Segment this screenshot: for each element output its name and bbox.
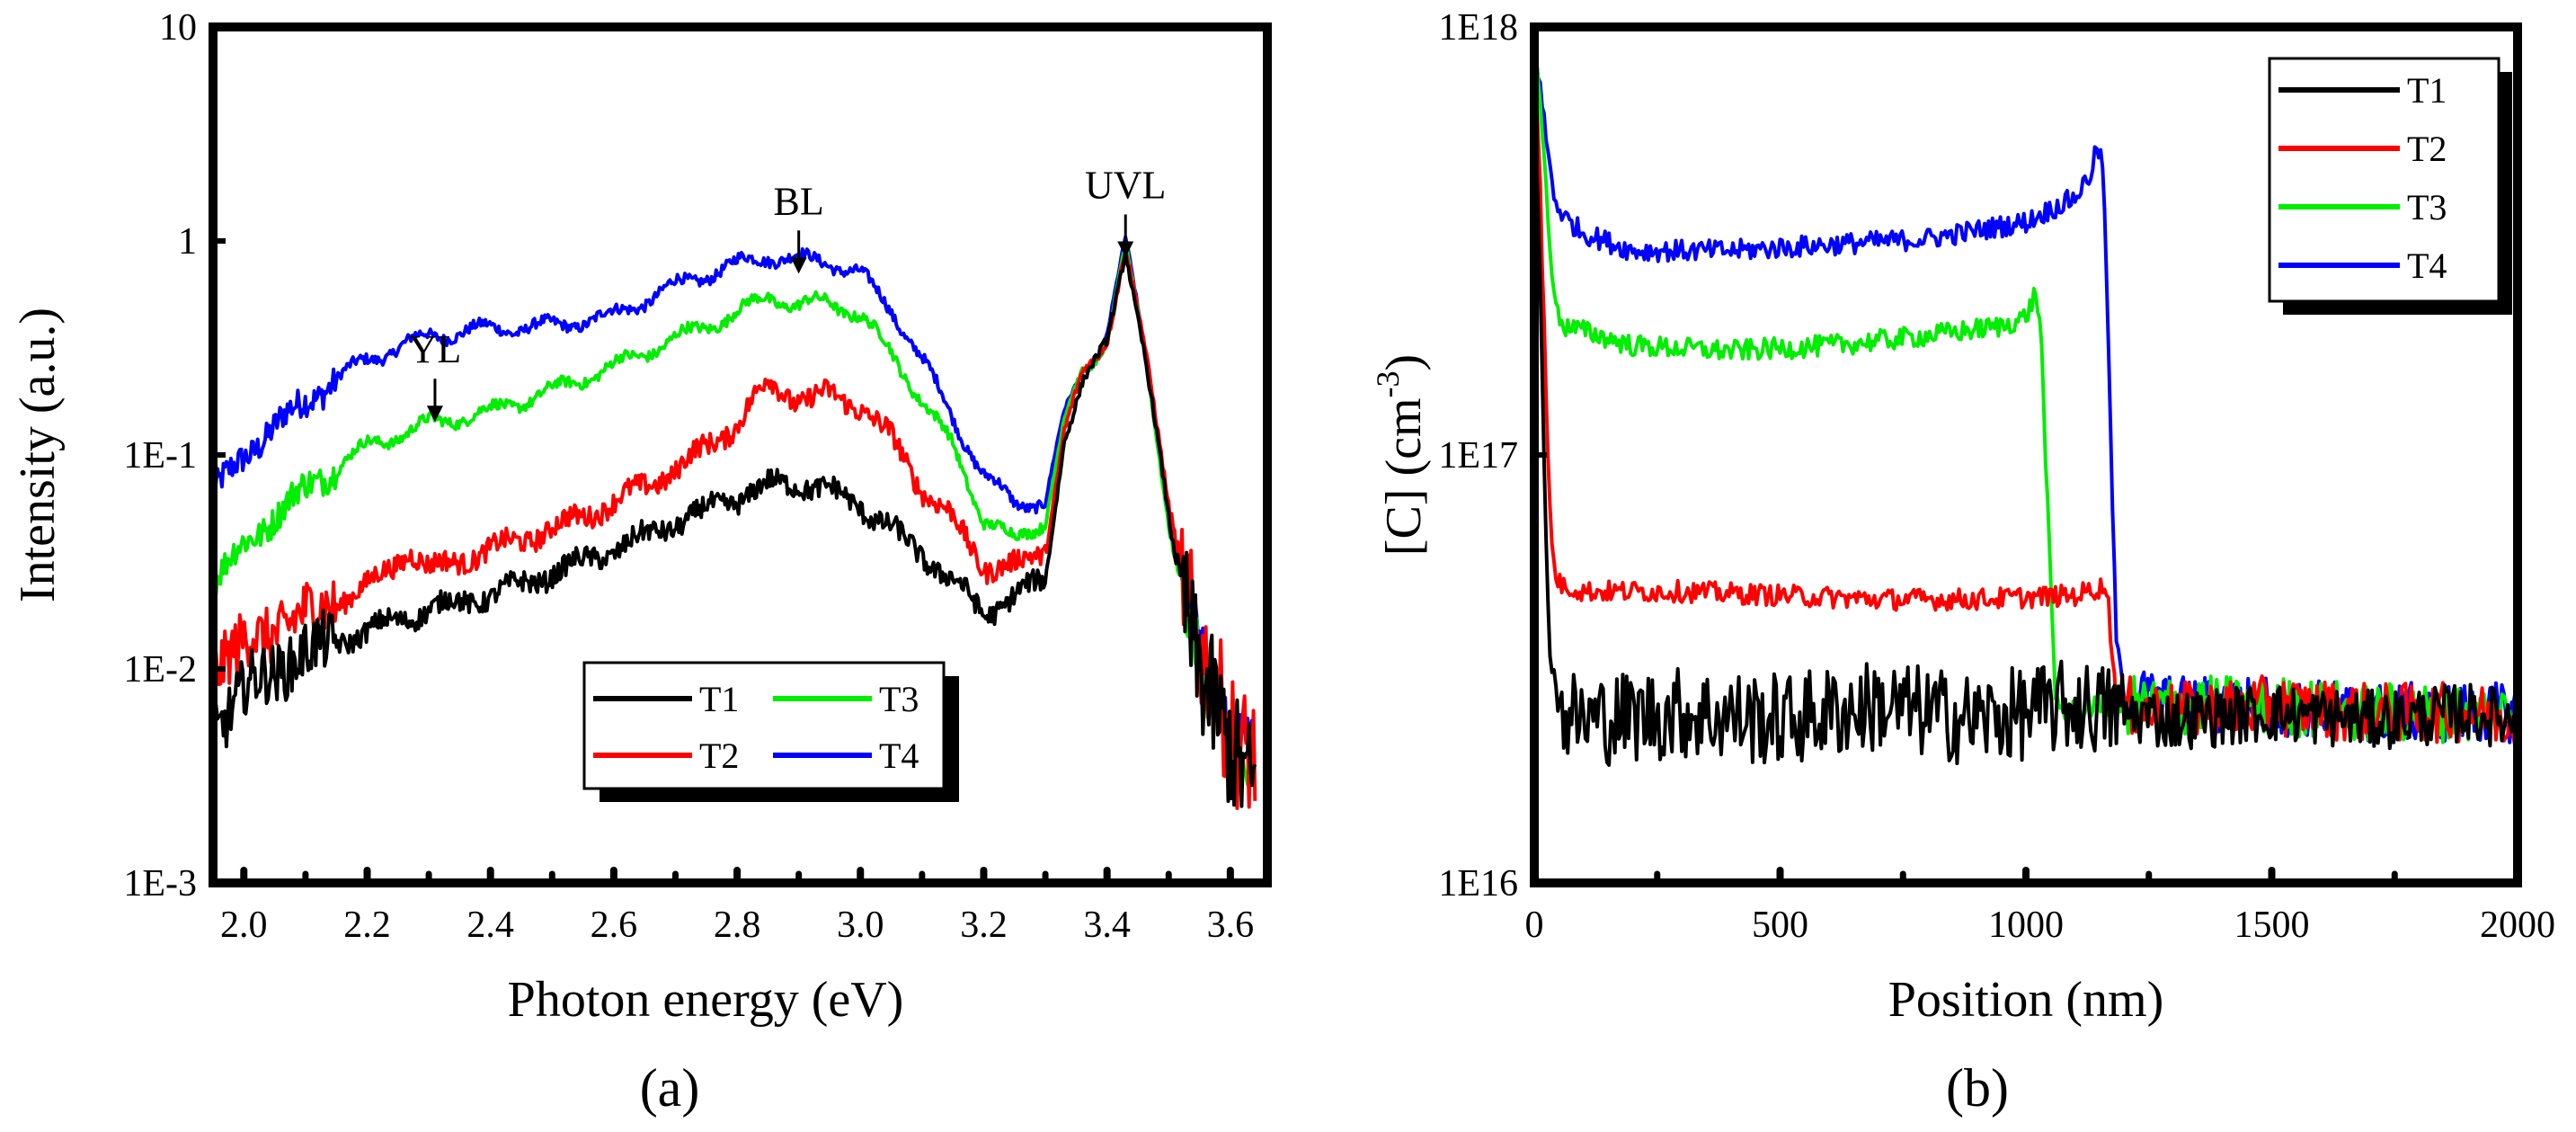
panel-label-b: (b) <box>1946 1058 2009 1118</box>
a-x-tick-label: 2.8 <box>714 905 761 946</box>
a-y-tick-label: 1E-2 <box>123 649 197 691</box>
a-annotation-bl: BL <box>774 179 824 223</box>
b-x-tick-label: 1000 <box>1988 905 2064 946</box>
b-y-axis-label: [C] (cm-3) <box>1370 354 1432 556</box>
a-legend-box <box>582 661 946 790</box>
a-x-tick-label: 3.2 <box>960 905 1008 946</box>
panel-label-a: (a) <box>640 1058 700 1118</box>
a-x-tick-label: 3.6 <box>1207 905 1255 946</box>
b-y-axis-label-close: ) <box>1376 354 1432 371</box>
a-legend-label-t1: T1 <box>699 679 739 719</box>
a-x-tick-label: 2.0 <box>220 905 268 946</box>
a-legend-label-t2: T2 <box>699 735 739 776</box>
a-x-tick-label: 2.6 <box>591 905 638 946</box>
b-x-tick-label: 1500 <box>2234 905 2310 946</box>
a-x-tick-label: 3.4 <box>1083 905 1131 946</box>
a-annotations-group: YL BL UVL <box>409 164 1166 423</box>
chart-panel-b: 0 500 1000 1500 2000 1E16 1E17 1E18 T1 T2 T3 T4 Po… <box>1370 7 2555 1118</box>
b-series-t1-line <box>1532 53 2519 767</box>
b-legend-label-t4: T4 <box>2407 245 2447 286</box>
b-x-tick-label: 2000 <box>2480 905 2555 946</box>
a-annotation-arrowhead <box>1117 241 1134 258</box>
a-annotation-arrowhead <box>790 257 807 274</box>
a-x-tick-label: 2.2 <box>343 905 391 946</box>
a-annotation-yl: YL <box>409 327 462 371</box>
a-ticks-group: 2.0 2.2 2.4 2.6 2.8 3.0 3.2 3.4 3.6 1E-3 1E-2 1E-1 1… <box>123 7 1254 946</box>
a-x-axis-label: Photon energy (eV) <box>508 972 904 1028</box>
a-y-tick-label: 1E-1 <box>123 435 197 477</box>
a-series-t2-line <box>211 248 1257 810</box>
a-y-tick-label: 1 <box>178 221 197 263</box>
a-annotation-arrowhead <box>426 406 443 423</box>
b-y-tick-label: 1E18 <box>1438 7 1518 49</box>
b-x-tick-label: 0 <box>1525 905 1544 946</box>
a-annotation-uvl: UVL <box>1085 164 1166 208</box>
b-series-t3-line <box>1532 40 2519 744</box>
b-y-axis-label-base: [C] (cm <box>1376 397 1432 556</box>
a-y-tick-label: 10 <box>159 7 197 49</box>
b-series-group <box>1532 34 2519 767</box>
a-legend: T1 T2 T3 T4 <box>582 661 959 802</box>
b-legend-label-t3: T3 <box>2407 187 2447 227</box>
a-legend-label-t3: T3 <box>879 679 919 719</box>
b-y-tick-label: 1E17 <box>1438 435 1518 477</box>
a-y-tick-label: 1E-3 <box>123 863 197 905</box>
b-legend: T1 T2 T3 T4 <box>2268 57 2512 315</box>
b-x-tick-label: 500 <box>1752 905 1808 946</box>
a-series-t1-line <box>211 250 1257 808</box>
b-series-t2-line <box>1532 57 2519 751</box>
a-x-tick-label: 3.0 <box>837 905 884 946</box>
b-y-tick-label: 1E16 <box>1438 863 1518 905</box>
b-x-axis-label: Position (nm) <box>1888 972 2163 1028</box>
b-legend-label-t2: T2 <box>2407 129 2447 169</box>
chart-panel-a: 2.0 2.2 2.4 2.6 2.8 3.0 3.2 3.4 3.6 1E-3 1E-2 1E-1 1… <box>10 7 1272 1118</box>
a-x-tick-label: 2.4 <box>466 905 514 946</box>
b-ticks-group: 0 500 1000 1500 2000 1E16 1E17 1E18 <box>1438 7 2555 946</box>
b-y-axis-label-exponent: -3 <box>1370 370 1406 397</box>
b-legend-label-t1: T1 <box>2407 70 2447 111</box>
b-legend-box <box>2268 57 2500 303</box>
a-legend-label-t4: T4 <box>879 735 919 776</box>
a-y-axis-label: Intensity (a.u.) <box>10 308 66 602</box>
a-series-group <box>211 235 1257 810</box>
